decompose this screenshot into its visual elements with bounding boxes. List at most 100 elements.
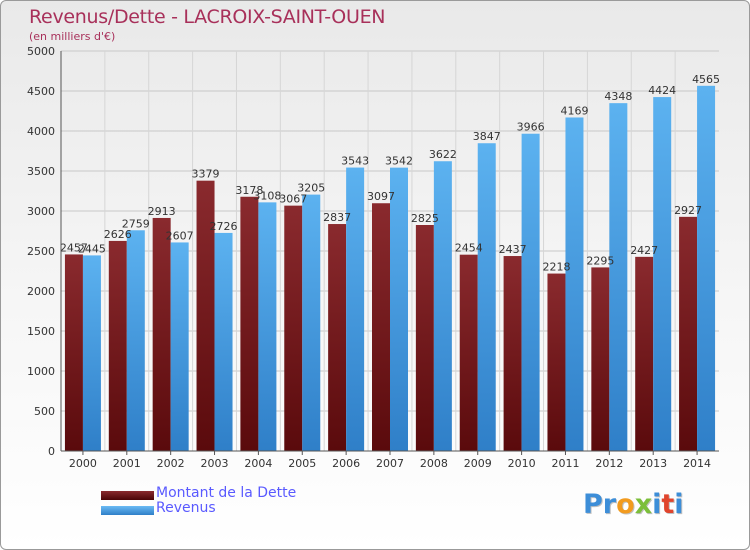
bar-revenue: [258, 202, 277, 451]
bar-revenue: [214, 232, 233, 451]
value-label-debt: 2218: [542, 261, 570, 274]
bar-revenue: [346, 167, 365, 451]
value-label-debt: 3379: [192, 168, 220, 181]
value-label-debt: 2454: [455, 242, 483, 255]
bar-debt: [372, 203, 390, 451]
bar-debt: [591, 267, 610, 451]
value-label-debt: 2295: [586, 254, 614, 267]
value-label-debt: 2837: [323, 211, 351, 224]
y-tick-label: 3500: [27, 165, 55, 178]
value-label-debt: 3178: [235, 184, 263, 197]
logo-letter: i: [674, 489, 684, 520]
proxiti-logo: Proxiti: [583, 489, 684, 520]
bar-revenue: [565, 117, 584, 451]
y-tick-label: 1500: [27, 325, 55, 338]
value-label-revenue: 2759: [122, 217, 150, 230]
value-label-revenue: 2726: [210, 220, 238, 233]
bar-revenue: [609, 103, 628, 451]
x-tick-label: 2007: [376, 457, 404, 470]
x-tick-label: 2006: [332, 457, 360, 470]
y-tick-label: 2000: [27, 285, 55, 298]
value-label-revenue: 3205: [297, 182, 325, 195]
y-tick-label: 1000: [27, 365, 55, 378]
bar-debt: [64, 254, 83, 451]
bar-revenue: [82, 255, 101, 451]
value-label-revenue: 3542: [385, 155, 413, 168]
bar-debt: [108, 240, 127, 451]
value-label-revenue: 3108: [253, 189, 281, 202]
logo-letter: i: [652, 489, 662, 520]
value-label-revenue: 4424: [648, 84, 676, 97]
bar-revenue: [477, 143, 496, 452]
bar-revenue: [390, 167, 408, 451]
x-tick-label: 2005: [288, 457, 316, 470]
value-label-debt: 2927: [674, 204, 702, 217]
logo-letter: P: [583, 489, 603, 520]
legend-label-revenue: Revenus: [156, 500, 216, 516]
x-tick-label: 2012: [595, 457, 623, 470]
value-label-debt: 2437: [499, 243, 527, 256]
value-label-debt: 2913: [148, 205, 176, 218]
value-label-debt: 3097: [367, 190, 395, 203]
x-tick-label: 2009: [464, 457, 492, 470]
bar-debt: [328, 224, 347, 451]
x-tick-label: 2011: [551, 457, 579, 470]
value-label-revenue: 2445: [78, 242, 106, 255]
bar-revenue: [433, 161, 452, 452]
x-tick-label: 2003: [201, 457, 229, 470]
y-tick-label: 2500: [27, 245, 55, 258]
y-tick-label: 4500: [27, 85, 55, 98]
value-label-debt: 3067: [279, 193, 307, 206]
bar-debt: [152, 217, 171, 451]
value-label-revenue: 4169: [560, 104, 588, 117]
legend-label-debt: Montant de la Dette: [156, 485, 297, 501]
value-label-revenue: 3966: [517, 121, 545, 134]
bar-revenue: [697, 85, 716, 452]
chart-title: Revenus/Dette - LACROIX-SAINT-OUEN: [29, 6, 386, 28]
chart-subtitle: (en milliers d'€): [29, 30, 116, 43]
value-label-revenue: 3847: [473, 130, 501, 143]
bar-revenue: [521, 133, 540, 451]
y-tick-label: 5000: [27, 45, 55, 58]
x-tick-label: 2001: [113, 457, 141, 470]
legend-swatch-debt: [101, 491, 154, 500]
value-label-debt: 2626: [104, 228, 132, 241]
bar-revenue: [653, 97, 672, 451]
x-tick-label: 2014: [683, 457, 711, 470]
value-label-revenue: 3622: [429, 148, 457, 161]
value-label-debt: 2427: [630, 244, 658, 257]
bar-debt: [679, 216, 698, 451]
x-tick-label: 2010: [508, 457, 536, 470]
value-label-revenue: 2607: [166, 229, 194, 242]
x-tick-label: 2013: [639, 457, 667, 470]
value-label-revenue: 4348: [604, 90, 632, 103]
value-label-debt: 2825: [411, 212, 439, 225]
x-tick-label: 2002: [157, 457, 185, 470]
logo-letter: t: [661, 489, 675, 520]
logo-letter: o: [616, 489, 635, 520]
logo-letter: r: [602, 489, 617, 520]
bar-debt: [547, 273, 566, 451]
bar-debt: [503, 256, 522, 451]
y-tick-label: 500: [34, 405, 55, 418]
y-tick-label: 4000: [27, 125, 55, 138]
bar-debt: [635, 256, 654, 451]
bars: [64, 85, 716, 452]
x-tick-label: 2004: [244, 457, 272, 470]
value-label-revenue: 3543: [341, 155, 369, 168]
bar-revenue: [170, 242, 189, 451]
bar-debt: [240, 196, 259, 451]
x-tick-label: 2008: [420, 457, 448, 470]
value-label-debt: 2457: [60, 241, 88, 254]
x-tick-label: 2000: [69, 457, 97, 470]
bar-debt: [459, 254, 478, 451]
bar-revenue: [302, 194, 321, 451]
bar-revenue: [126, 230, 145, 451]
y-tick-label: 3000: [27, 205, 55, 218]
y-tick-label: 0: [48, 445, 55, 458]
logo-letter: x: [634, 489, 653, 520]
bar-debt: [284, 205, 303, 451]
